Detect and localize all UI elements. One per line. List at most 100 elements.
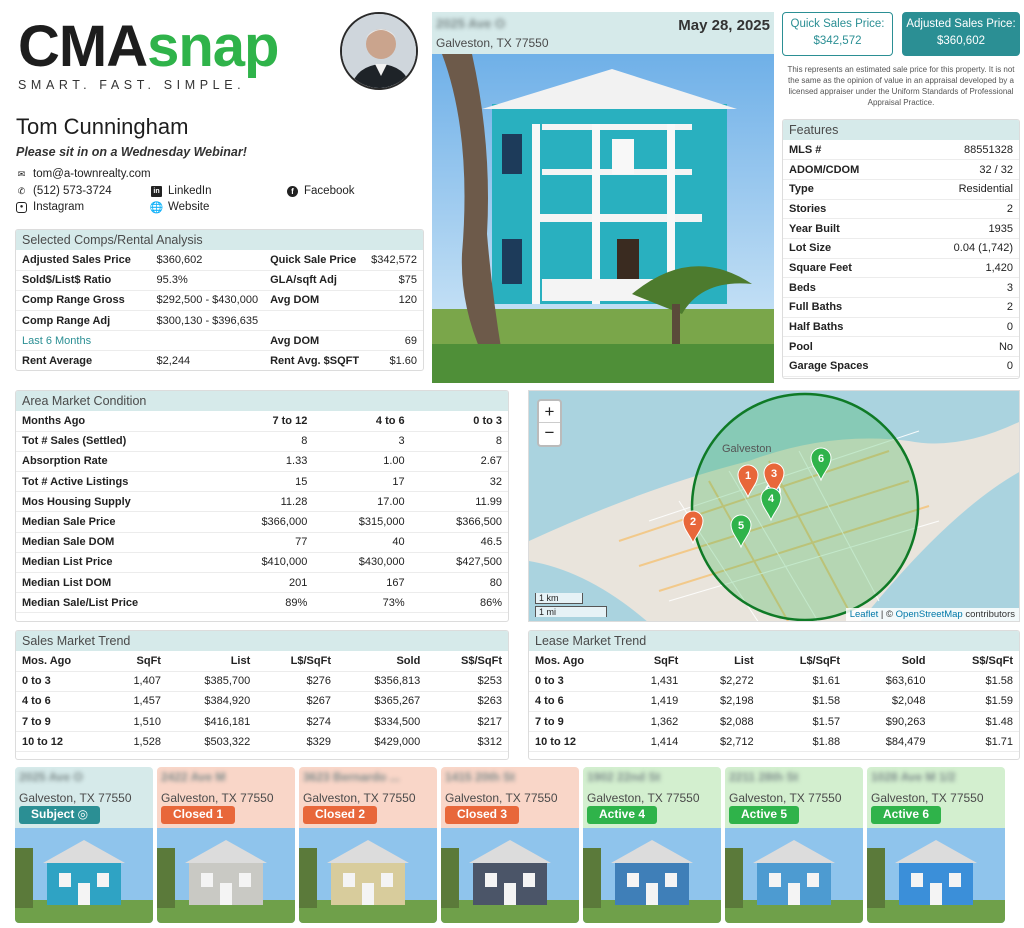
- report-date: May 28, 2025: [678, 17, 770, 34]
- card-address: 2211 28th St: [729, 770, 799, 784]
- agent-webinar-tagline: Please sit in on a Wednesday Webinar!: [16, 145, 247, 159]
- comps-table: Adjusted Sales Price $360,602 Quick Sale…: [16, 250, 423, 370]
- svg-text:5: 5: [738, 520, 744, 532]
- card-status-badge: Closed 3: [445, 806, 520, 824]
- agent-avatar: [340, 12, 418, 90]
- map-canvas[interactable]: Galveston 1 2 3 4 5 6: [529, 391, 1020, 622]
- card-photo: [157, 828, 295, 923]
- agent-linkedin-link[interactable]: in LinkedIn: [151, 185, 211, 197]
- map-attribution: Leaflet | © OpenStreetMap contributors: [845, 608, 1019, 621]
- map-zoom-control: + −: [537, 399, 562, 447]
- table-row: Mos. Ago SqFt List L$/SqFt Sold S$/SqFt: [16, 651, 508, 672]
- agent-instagram-link[interactable]: ● Instagram: [16, 201, 84, 213]
- osm-link[interactable]: OpenStreetMap: [895, 609, 963, 620]
- lease-trend-table: Mos. Ago SqFt List L$/SqFt Sold S$/SqFt 0 to 3…: [529, 651, 1019, 753]
- table-row: Stories 2: [783, 199, 1019, 220]
- card-photo: [867, 828, 1005, 923]
- instagram-icon: ●: [16, 201, 27, 213]
- table-row: Median Sale Price $366,000 $315,000 $366,50…: [16, 511, 508, 533]
- sales-trend-panel: Sales Market Trend Mos. Ago SqFt List L$/Sq…: [15, 630, 509, 760]
- svg-text:6: 6: [818, 453, 824, 465]
- agent-email[interactable]: ✉ tom@a-townrealty.com: [17, 168, 151, 180]
- card-status-badge: Closed 1: [161, 806, 236, 824]
- card-address: 2422 Ave M: [161, 770, 226, 784]
- svg-text:2: 2: [690, 516, 696, 528]
- card-address: 3623 Bernardo ...: [303, 770, 400, 784]
- card-city: Galveston, TX 77550: [587, 791, 700, 805]
- agent-facebook-link[interactable]: f Facebook: [287, 185, 355, 197]
- price-disclaimer: This represents an estimated sale price …: [787, 65, 1015, 107]
- card-status-badge: Active 6: [871, 806, 942, 824]
- lease-trend-panel: Lease Market Trend Mos. Ago SqFt List L$/Sq…: [528, 630, 1020, 760]
- table-row: Half Baths 0: [783, 317, 1019, 338]
- svg-text:3: 3: [771, 468, 777, 480]
- table-row: 10 to 12 1,528 $503,322 $329 $429,000 $312: [16, 731, 508, 753]
- comp-card[interactable]: 2422 Ave M Galveston, TX 77550 Closed 1: [157, 767, 295, 923]
- table-row: Pool No: [783, 336, 1019, 358]
- table-row: Type Residential: [783, 179, 1019, 200]
- area-market-panel: Area Market Condition Months Ago 7 to 12 4…: [15, 390, 509, 622]
- zoom-out-button[interactable]: −: [544, 423, 555, 442]
- card-status-badge: Active 4: [587, 806, 658, 824]
- card-address: 1028 Ave M 1/2: [871, 770, 956, 784]
- logo-text-snap: snap: [147, 14, 279, 79]
- table-row: Median List Price $410,000 $430,000 $427,50…: [16, 552, 508, 574]
- table-row: 0 to 3 1,407 $385,700 $276 $356,813 $253: [16, 671, 508, 692]
- table-row: 4 to 6 1,457 $384,920 $267 $365,267 $263: [16, 691, 508, 713]
- card-status-badge: Active 5: [729, 806, 800, 824]
- zoom-in-button[interactable]: +: [539, 401, 560, 423]
- agent-website-link[interactable]: 🌐 Website: [149, 201, 210, 214]
- table-row: Median List DOM 201 167 80: [16, 572, 508, 594]
- table-row: MLS #88551328: [783, 140, 1019, 161]
- card-address: 1415 20th St: [445, 770, 516, 784]
- table-row: Rent Average $2,244 Rent Avg. $SQFT $1.6…: [16, 350, 423, 370]
- leaflet-link[interactable]: Leaflet: [849, 609, 879, 620]
- map-marker-1[interactable]: 1: [737, 464, 759, 499]
- agent-phone[interactable]: ✆ (512) 573-3724: [17, 185, 112, 197]
- map-marker-5[interactable]: 5: [730, 514, 752, 549]
- table-row: Square Feet 1,420: [783, 258, 1019, 279]
- logo-tagline: SMART. FAST. SIMPLE.: [18, 78, 246, 92]
- comp-card[interactable]: 2211 28th St Galveston, TX 77550 Active …: [725, 767, 863, 923]
- features-panel-title: Features: [783, 120, 1019, 140]
- table-row: Mos. Ago SqFt List L$/SqFt Sold S$/SqFt: [529, 651, 1019, 672]
- map-marker-3[interactable]: 3: [763, 462, 785, 497]
- table-row: Full Baths 2: [783, 297, 1019, 318]
- table-row: Tot # Active Listings 15 17 32: [16, 471, 508, 493]
- map-marker-6[interactable]: 6: [810, 447, 832, 482]
- map-marker-4[interactable]: 4: [760, 487, 782, 522]
- envelope-icon: ✉: [17, 168, 26, 179]
- map-city-label: Galveston: [722, 443, 772, 455]
- area-market-title: Area Market Condition: [16, 391, 508, 411]
- comp-card[interactable]: 1028 Ave M 1/2 Galveston, TX 77550 Activ…: [867, 767, 1005, 923]
- comp-card[interactable]: 3623 Bernardo ... Galveston, TX 77550 Cl…: [299, 767, 437, 923]
- features-table: MLS #88551328 ADOM/CDOM 32 / 32 Type Residen…: [783, 140, 1019, 377]
- table-row: Comp Range Gross $292,500 - $430,000 Avg…: [16, 290, 423, 312]
- agent-name: Tom Cunningham: [16, 114, 189, 139]
- table-row: 10 to 12 1,414 $2,712 $1.88 $84,479 $1.71: [529, 731, 1019, 753]
- quick-sales-price-button[interactable]: Quick Sales Price: $342,572: [782, 12, 893, 56]
- table-row: Absorption Rate 1.33 1.00 2.67: [16, 451, 508, 473]
- card-city: Galveston, TX 77550: [729, 791, 842, 805]
- comp-card[interactable]: 1415 20th St Galveston, TX 77550 Closed …: [441, 767, 579, 923]
- linkedin-icon: in: [151, 185, 162, 197]
- card-photo: [725, 828, 863, 923]
- map-marker-2[interactable]: 2: [682, 510, 704, 545]
- table-row: Median Sale DOM 77 40 46.5: [16, 532, 508, 553]
- cmasnap-logo: CMAsnap SMART. FAST. SIMPLE.: [18, 18, 318, 93]
- table-row: Garage Spaces 0: [783, 356, 1019, 377]
- svg-text:4: 4: [768, 493, 775, 505]
- card-address: 1902 22nd St: [587, 770, 661, 784]
- sales-trend-table: Mos. Ago SqFt List L$/SqFt Sold S$/SqFt 0 to 3…: [16, 651, 508, 753]
- comp-card[interactable]: 2025 Ave O Galveston, TX 77550 Subject ◎: [15, 767, 153, 923]
- card-photo: [441, 828, 579, 923]
- table-row: Tot # Sales (Settled) 8 3 8: [16, 431, 508, 452]
- table-row: Lot Size 0.04 (1,742): [783, 238, 1019, 259]
- comps-map[interactable]: Galveston 1 2 3 4 5 6 + − 1 km 1 mi Leaflet |…: [528, 390, 1020, 622]
- comp-card[interactable]: 1902 22nd St Galveston, TX 77550 Active …: [583, 767, 721, 923]
- table-row: 0 to 3 1,431 $2,272 $1.61 $63,610 $1.58: [529, 671, 1019, 692]
- card-photo: [583, 828, 721, 923]
- adjusted-sales-price-button[interactable]: Adjusted Sales Price: $360,602: [902, 12, 1020, 56]
